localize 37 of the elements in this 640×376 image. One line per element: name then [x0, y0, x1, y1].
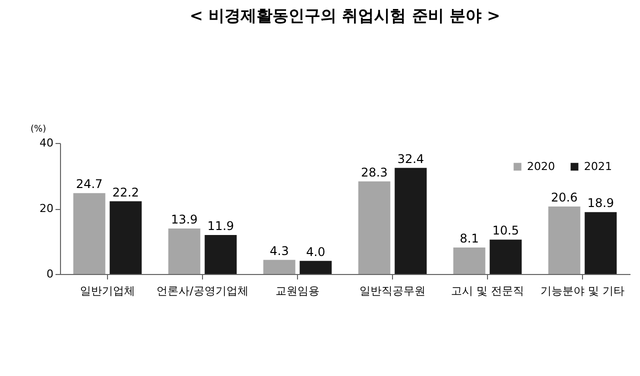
legend-label: 2021: [584, 160, 612, 173]
data-label: 10.5: [492, 224, 520, 238]
data-label: 4.0: [306, 244, 326, 259]
x-tick-label: 교원임용: [276, 284, 320, 298]
data-label: 4.3: [270, 244, 289, 258]
x-tick-label: 기능분야 및 기타: [540, 284, 624, 298]
y-tick-label: 20: [40, 202, 54, 215]
bar: [263, 260, 296, 274]
y-tick-label: 0: [46, 268, 54, 280]
data-label: 18.9: [587, 196, 614, 210]
bar: [358, 181, 390, 274]
bar: [548, 206, 580, 274]
bar: [584, 212, 617, 274]
x-tick-label: 일반직공무원: [360, 284, 426, 298]
data-label: 20.6: [550, 190, 578, 205]
bar: [394, 168, 427, 274]
data-label: 11.9: [207, 219, 234, 234]
data-label: 24.7: [76, 177, 103, 192]
data-label: 8.1: [460, 231, 479, 246]
bar: [168, 228, 200, 274]
y-tick-label: 40: [40, 136, 54, 150]
x-tick-label: 언론사/공영기업체: [156, 284, 248, 298]
bar: [204, 235, 237, 274]
data-label: 13.9: [170, 212, 198, 226]
y-axis-title: (%): [30, 124, 46, 134]
data-label: 22.2: [112, 185, 140, 200]
x-tick-label: 일반기업체: [80, 284, 135, 298]
bar: [453, 247, 486, 274]
chart-title: < 비경제활동인구의 취업시험 준비 분야 >: [190, 6, 500, 25]
bar: [300, 260, 332, 274]
data-label: 32.4: [397, 152, 424, 166]
bar: [110, 201, 142, 274]
data-label: 28.3: [360, 165, 388, 180]
bar: [73, 193, 106, 274]
bar: [490, 240, 522, 274]
legend-label: 2020: [527, 160, 555, 173]
x-tick-label: 고시 및 전문직: [451, 284, 524, 298]
